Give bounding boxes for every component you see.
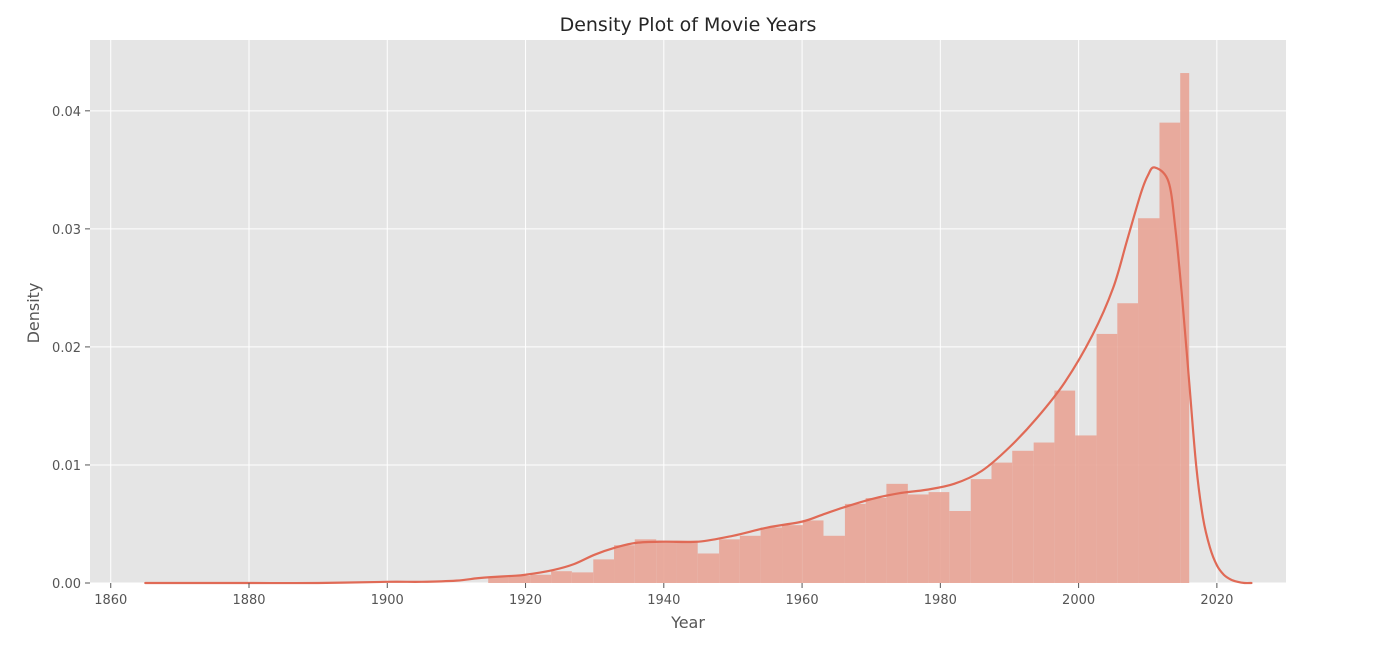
histogram-bar <box>991 462 1013 583</box>
histogram-bar <box>719 539 740 583</box>
x-tick-label: 1920 <box>509 593 542 608</box>
y-tick-label: 0.00 <box>52 577 81 592</box>
histogram-bar <box>676 540 698 583</box>
x-tick-label: 1860 <box>94 593 127 608</box>
y-tick-label: 0.03 <box>52 223 81 238</box>
histogram-bar <box>1012 450 1034 583</box>
x-tick-label: 1900 <box>371 593 404 608</box>
histogram-bar <box>865 498 887 583</box>
histogram-bar <box>782 525 803 583</box>
histogram-bar <box>760 527 783 583</box>
histogram-bar <box>634 539 657 583</box>
histogram-bar <box>1138 218 1160 583</box>
histogram-bar <box>593 559 615 583</box>
histogram-bar <box>551 571 572 583</box>
histogram-bar <box>949 510 971 583</box>
y-axis-label: Density <box>24 283 43 344</box>
x-tick-label: 1940 <box>647 593 680 608</box>
x-tick-label: 1980 <box>924 593 957 608</box>
histogram-bar <box>530 574 552 583</box>
histogram-bar <box>697 553 720 583</box>
histogram-bar <box>571 572 594 583</box>
histogram-bar <box>488 577 509 583</box>
histogram-bar <box>656 540 677 583</box>
kde-line <box>144 166 1253 585</box>
histogram-bar <box>907 494 929 583</box>
histogram-bar <box>1075 435 1097 583</box>
y-tick-label: 0.01 <box>52 459 81 474</box>
chart-title: Density Plot of Movie Years <box>560 14 817 36</box>
histogram-bar <box>970 479 992 583</box>
histogram-bar <box>1159 122 1181 583</box>
histogram-bar <box>844 503 866 583</box>
histogram-bar <box>1096 333 1118 583</box>
x-tick-label: 1880 <box>232 593 265 608</box>
x-tick-label: 1960 <box>786 593 819 608</box>
histogram-bar <box>886 483 908 583</box>
histogram-bar <box>802 520 824 583</box>
histogram-bar <box>614 545 635 583</box>
x-tick-label: 2000 <box>1062 593 1095 608</box>
histogram-bar <box>739 535 761 583</box>
histogram-bar <box>1033 442 1055 583</box>
histogram-bar <box>928 492 950 583</box>
histogram-bar <box>508 575 531 583</box>
x-axis-label: Year <box>670 613 705 632</box>
y-tick-label: 0.02 <box>52 341 81 356</box>
y-tick-label: 0.04 <box>52 105 81 120</box>
histogram-bar <box>823 535 845 583</box>
histogram-bar <box>1117 303 1139 583</box>
x-tick-label: 2020 <box>1200 593 1233 608</box>
histogram-bar <box>1054 390 1076 583</box>
